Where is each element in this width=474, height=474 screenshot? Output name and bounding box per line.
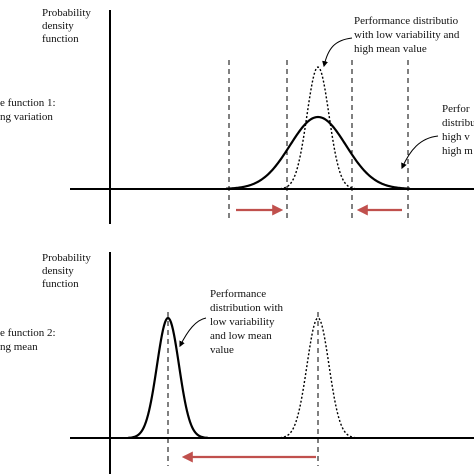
panel1-annotation-wide-line1: Perfor	[442, 103, 470, 115]
panel2-annotation-line4: and low mean	[210, 330, 272, 342]
panel2-ylabel: Probability density function	[42, 252, 94, 290]
panel1-annotation-wide-line4: high m	[442, 145, 473, 157]
panel2-low-mean-curve	[127, 316, 209, 439]
panel2-ylabel-line3: function	[42, 278, 79, 290]
panel1-ylabel-line3: function	[42, 33, 79, 45]
panel1-annotation-wide-leader	[401, 135, 439, 170]
panel1-ylabel-line1: Probability	[42, 7, 91, 19]
panel2-side-label-line2: ng mean	[0, 341, 38, 353]
panel-2: Probability density function e function …	[0, 252, 474, 474]
panel2-ylabel-line1: Probability	[42, 252, 91, 264]
panel1-side-label: e function 1: ng variation	[0, 97, 58, 123]
panel1-annotation-wide-line2: distribu	[442, 117, 474, 129]
panel1-annotation-narrow-leader	[322, 37, 353, 68]
panel2-annotation-line3: low variability	[210, 316, 275, 328]
panel1-annotation-narrow-line3: high mean value	[354, 43, 427, 55]
panel-1: Probability density function e function …	[0, 7, 474, 224]
panel2-annotation-leader	[179, 317, 207, 348]
panel1-ylabel: Probability density function	[42, 7, 94, 45]
panel2-annotation-line5: value	[210, 344, 234, 356]
panel1-annotation-narrow-line1: Performance distributio	[354, 15, 459, 27]
panel1-annotation-wide-line3: high v	[442, 131, 470, 143]
panel2-annotation-line2: distribution with	[210, 302, 284, 314]
panel1-annotation-wide: Perfor distribu high v high m	[442, 103, 474, 157]
panel2-annotation-line1: Performance	[210, 288, 266, 300]
panel1-side-label-line2: ng variation	[0, 111, 53, 123]
panel1-wide-distribution-curve	[225, 115, 411, 190]
panel1-side-label-line1: e function 1:	[0, 97, 56, 109]
panel1-annotation-narrow-line2: with low variability and	[354, 29, 460, 41]
panel1-ylabel-line2: density	[42, 20, 74, 32]
panel2-side-label-line1: e function 2:	[0, 327, 56, 339]
panel1-narrow-distribution-curve	[279, 66, 357, 190]
panel2-ylabel-line2: density	[42, 265, 74, 277]
panel2-side-label: e function 2: ng mean	[0, 327, 58, 353]
panel1-annotation-narrow: Performance distributio with low variabi…	[354, 15, 462, 55]
panel2-annotation: Performance distribution with low variab…	[210, 288, 286, 356]
